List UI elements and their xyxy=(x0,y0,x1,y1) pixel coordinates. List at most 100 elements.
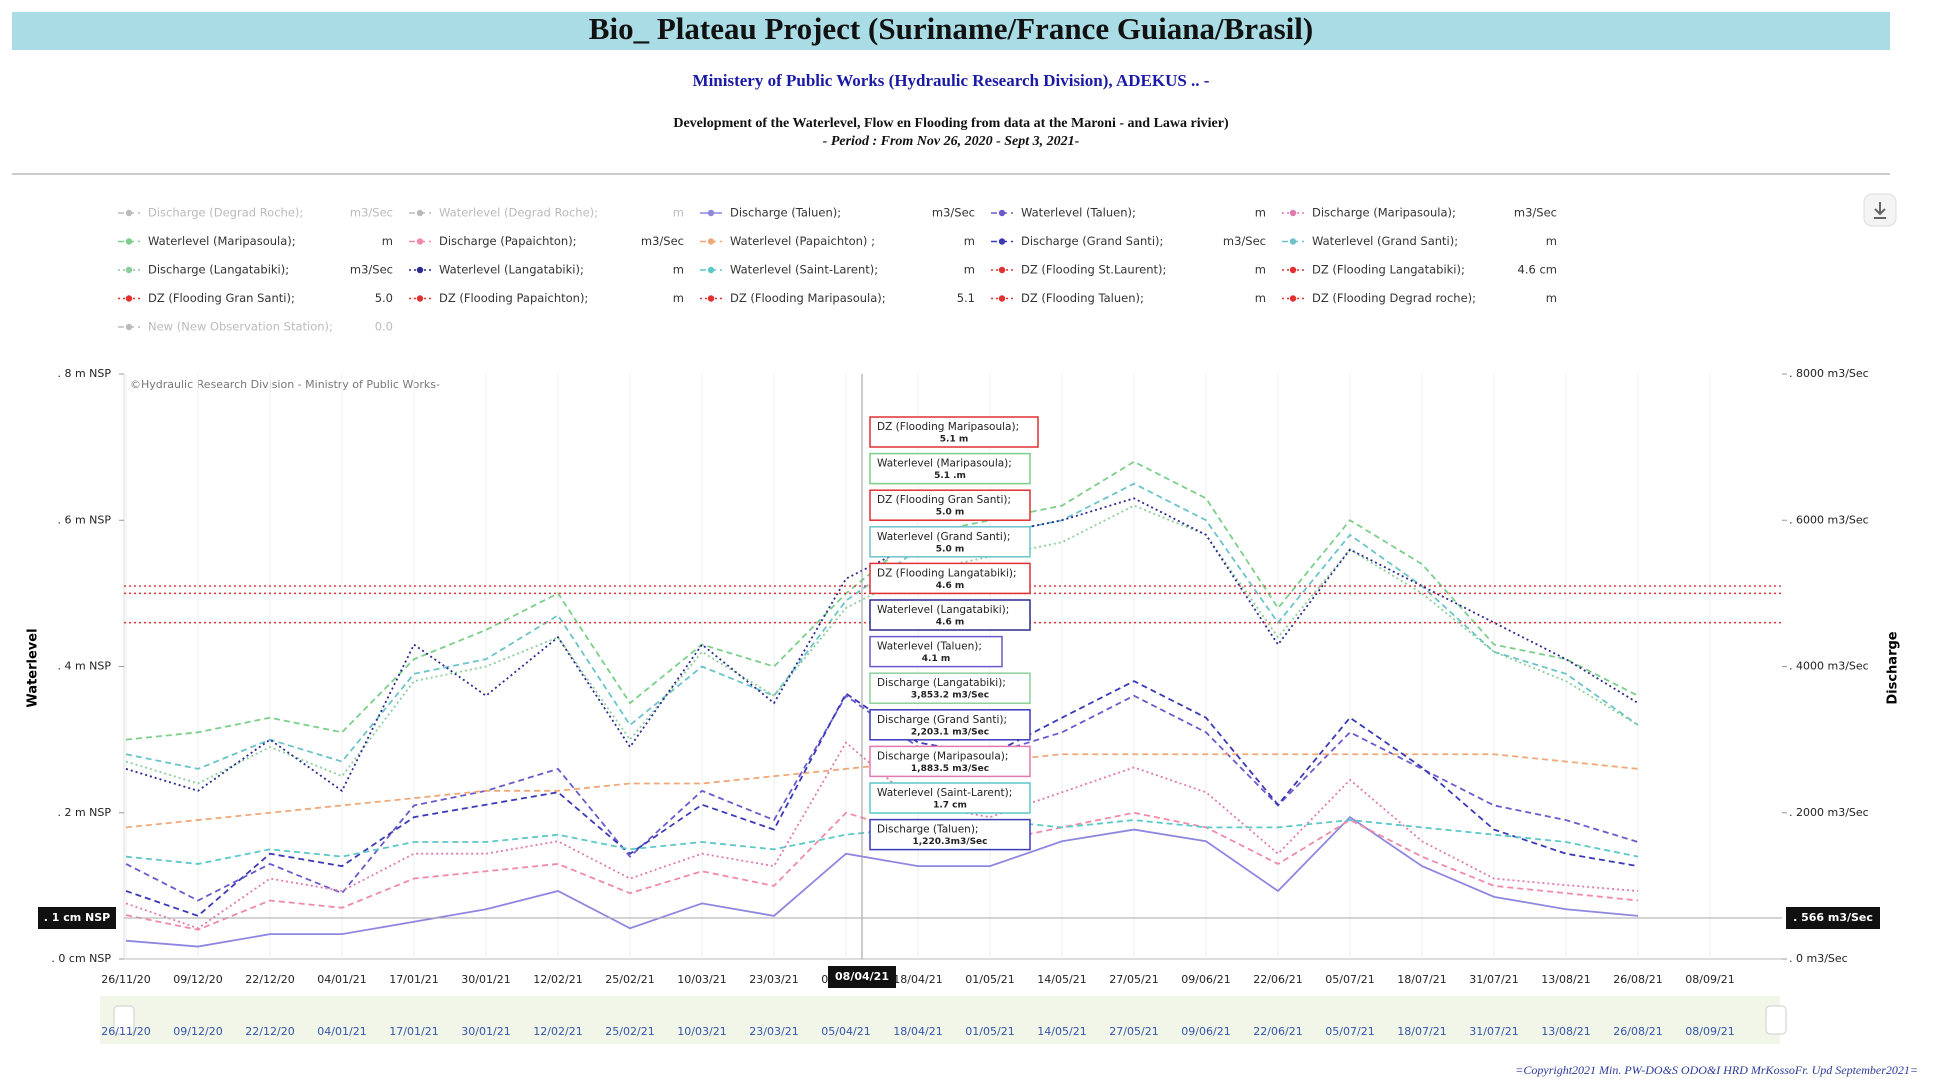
legend-label: Discharge (Maripasoula); xyxy=(1312,206,1456,220)
legend-item[interactable]: Waterlevel (Maripasoula); m xyxy=(118,234,393,248)
x-tick-label: 26/08/21 xyxy=(1613,973,1662,986)
tooltip-label: Discharge (Taluen); xyxy=(877,824,978,836)
legend-item[interactable]: Waterlevel (Papaichton) ; m xyxy=(700,234,975,248)
tooltip-label: Waterlevel (Taluen); xyxy=(877,641,982,653)
tooltip-value: 2,203.1 m3/Sec xyxy=(911,727,989,737)
legend-item[interactable]: DZ (Flooding St.Laurent); m xyxy=(991,263,1266,277)
legend-label: Waterlevel (Grand Santi); xyxy=(1312,234,1458,248)
tooltip-value: 5.0 m xyxy=(936,508,964,518)
legend-marker xyxy=(125,238,133,245)
legend-item[interactable]: Waterlevel (Grand Santi); m xyxy=(1282,234,1557,248)
legend-unit: m3/Sec xyxy=(1514,206,1557,220)
download-button[interactable] xyxy=(1863,193,1897,227)
tooltip-box xyxy=(869,526,1031,558)
tooltip-value: 4.6 m xyxy=(936,581,964,591)
tooltip-label: Discharge (Maripasoula); xyxy=(877,750,1008,762)
navigator-label: 01/05/21 xyxy=(965,1025,1014,1038)
tooltip-box xyxy=(869,709,1031,741)
legend-marker xyxy=(1289,209,1297,217)
legend-unit: 4.6 cm xyxy=(1518,263,1557,277)
legend-marker xyxy=(1289,295,1297,302)
x-tick-label: 13/08/21 xyxy=(1541,973,1590,986)
x-tick-label: 17/01/21 xyxy=(389,973,438,986)
x-tick-label: 27/05/21 xyxy=(1109,973,1158,986)
legend-item[interactable]: DZ (Flooding Taluen); m xyxy=(991,291,1266,305)
legend-unit: m3/Sec xyxy=(932,206,975,220)
tooltip-label: Waterlevel (Maripasoula); xyxy=(877,458,1012,470)
legend-item[interactable]: Discharge (Papaichton); m3/Sec xyxy=(409,234,684,248)
navigator-label: 14/05/21 xyxy=(1037,1025,1086,1038)
legend-item[interactable]: DZ (Flooding Langatabiki); 4.6 cm xyxy=(1282,263,1557,277)
series-line xyxy=(125,460,1639,741)
legend-marker xyxy=(707,238,715,245)
navigator-label: 22/12/20 xyxy=(245,1025,294,1038)
tooltip-box xyxy=(869,489,1031,521)
tooltip-label: DZ (Flooding Maripasoula); xyxy=(877,421,1019,433)
legend-unit: m xyxy=(1255,206,1266,220)
navigator-label: 08/09/21 xyxy=(1685,1025,1734,1038)
legend-marker xyxy=(707,209,715,217)
x-tick-label: 25/02/21 xyxy=(605,973,654,986)
x-tick-label: 09/12/20 xyxy=(173,973,222,986)
navigator-handle[interactable] xyxy=(113,1005,135,1035)
legend-item[interactable]: Waterlevel (Degrad Roche); m xyxy=(409,206,684,220)
x-tick-label: 01/05/21 xyxy=(965,973,1014,986)
series-line xyxy=(125,815,1639,948)
legend-marker xyxy=(125,209,133,217)
subtitle: Ministery of Public Works (Hydraulic Res… xyxy=(693,71,1210,90)
navigator-label: 09/06/21 xyxy=(1181,1025,1230,1038)
legend-unit: m3/Sec xyxy=(641,234,684,248)
legend-item[interactable]: Discharge (Taluen); m3/Sec xyxy=(700,206,975,220)
legend-marker xyxy=(125,295,133,302)
x-tick-label: 18/07/21 xyxy=(1397,973,1446,986)
tooltip-value: 1.7 cm xyxy=(933,801,967,811)
crosshair-y2-label: . 566 m3/Sec xyxy=(1793,911,1873,924)
y2-tick-label: . 2000 m3/Sec xyxy=(1789,806,1869,819)
tooltip-value: 5.1 m xyxy=(940,435,968,445)
tooltip-value: 1,220.3m3/Sec xyxy=(913,837,988,847)
navigator-label: 10/03/21 xyxy=(677,1025,726,1038)
legend-item[interactable]: Discharge (Degrad Roche); m3/Sec xyxy=(118,206,393,220)
navigator-label: 30/01/21 xyxy=(461,1025,510,1038)
legend-item[interactable]: Discharge (Grand Santi); m3/Sec xyxy=(991,234,1266,248)
tooltip-label: Discharge (Langatabiki); xyxy=(877,677,1006,689)
legend-item[interactable]: DZ (Flooding Gran Santi); 5.0 xyxy=(118,291,393,305)
navigator-label: 05/04/21 xyxy=(821,1025,870,1038)
navigator-handle[interactable] xyxy=(1765,1005,1787,1035)
crosshair-y2-box xyxy=(1786,907,1880,929)
navigator-label: 26/11/20 xyxy=(101,1025,150,1038)
legend-label: Discharge (Taluen); xyxy=(730,206,841,220)
x-tick-label: 05/07/21 xyxy=(1325,973,1374,986)
legend-marker xyxy=(1289,238,1297,245)
x-tick-label: 09/06/21 xyxy=(1181,973,1230,986)
legend-item[interactable]: DZ (Flooding Degrad roche); m xyxy=(1282,291,1557,305)
navigator-label: 26/08/21 xyxy=(1613,1025,1662,1038)
crosshair-x-box xyxy=(828,966,896,988)
legend-item[interactable]: Discharge (Langatabiki); m3/Sec xyxy=(118,263,393,277)
download-icon[interactable] xyxy=(1874,202,1886,219)
navigator[interactable] xyxy=(100,996,1780,1044)
legend-marker xyxy=(125,323,133,331)
legend-label: Waterlevel (Langatabiki); xyxy=(439,263,584,277)
x-tick-label: 31/07/21 xyxy=(1469,973,1518,986)
legend-item[interactable]: Waterlevel (Langatabiki); m xyxy=(409,263,684,277)
y2-tick-label: . 8000 m3/Sec xyxy=(1789,367,1869,380)
legend-marker xyxy=(416,209,424,217)
navigator-label: 13/08/21 xyxy=(1541,1025,1590,1038)
legend-item[interactable]: DZ (Flooding Maripasoula); 5.1 xyxy=(700,291,975,305)
tooltip-label: Waterlevel (Langatabiki); xyxy=(877,604,1009,616)
credit: ©Hydraulic Research Division - Ministry … xyxy=(130,378,440,391)
y-tick-label: . 6 m NSP xyxy=(57,513,111,526)
navigator-label: 05/07/21 xyxy=(1325,1025,1374,1038)
legend-item[interactable]: DZ (Flooding Papaichton); m xyxy=(409,291,684,305)
legend-item[interactable]: Discharge (Maripasoula); m3/Sec xyxy=(1282,206,1557,220)
x-tick-label: 12/02/21 xyxy=(533,973,582,986)
y2-tick-label: . 4000 m3/Sec xyxy=(1789,660,1869,673)
legend-item[interactable]: Waterlevel (Saint-Larent); m xyxy=(700,263,975,277)
legend-marker xyxy=(416,266,424,274)
y-tick-label: . 2 m NSP xyxy=(57,806,111,819)
legend-label: DZ (Flooding Papaichton); xyxy=(439,291,588,305)
legend-item[interactable]: New (New Observation Station); 0.0 xyxy=(118,320,393,334)
legend-item[interactable]: Waterlevel (Taluen); m xyxy=(991,206,1266,220)
